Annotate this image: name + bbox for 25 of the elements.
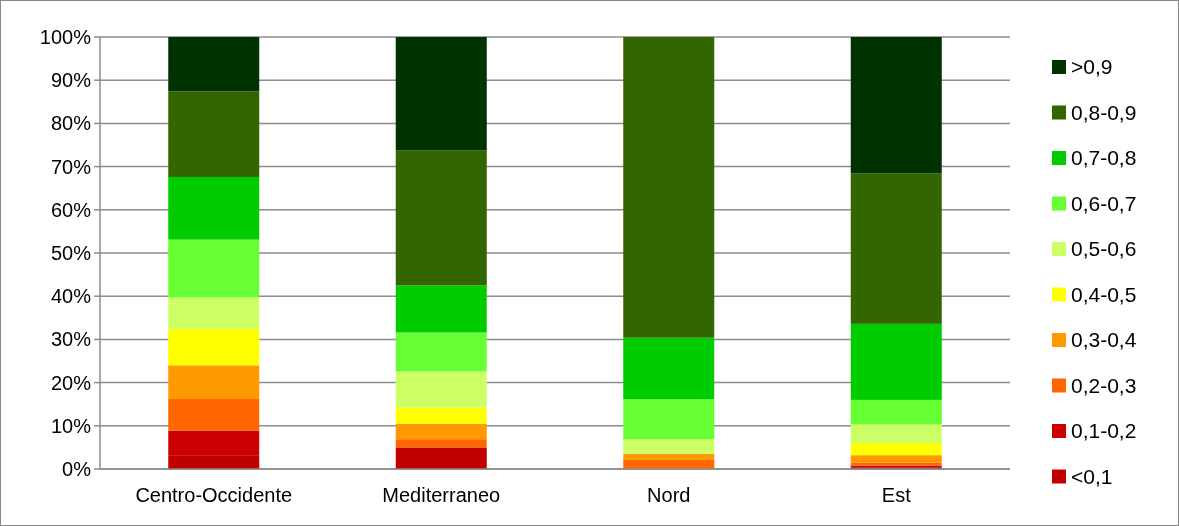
x-tick-label: Centro-Occidente xyxy=(135,484,293,506)
legend-label: 0,6-0,7 xyxy=(1071,191,1137,215)
legend-label: >0,9 xyxy=(1071,55,1113,79)
legend-label: 0,5-0,6 xyxy=(1071,237,1137,261)
y-tick-label: 0% xyxy=(62,458,92,480)
y-tick-label: 50% xyxy=(50,242,92,264)
legend-label: 0,8-0,9 xyxy=(1071,100,1137,124)
x-tick-label: Mediterraneo xyxy=(382,484,501,506)
legend-label: 0,1-0,2 xyxy=(1071,419,1137,443)
legend-label: 0,3-0,4 xyxy=(1071,328,1137,352)
y-tick-label: 90% xyxy=(50,69,92,92)
y-tick-label: 70% xyxy=(50,155,92,178)
legend-label: 0,4-0,5 xyxy=(1071,282,1137,306)
x-tick-label: Est xyxy=(881,484,912,506)
y-tick-label: 60% xyxy=(50,198,92,221)
legend-label: 0,7-0,8 xyxy=(1071,146,1137,170)
y-tick-label: 20% xyxy=(50,371,92,394)
x-tick-label: Nord xyxy=(647,484,691,506)
y-tick-label: 30% xyxy=(50,328,92,351)
y-tick-label: 100% xyxy=(39,26,92,48)
y-tick-label: 80% xyxy=(50,112,92,135)
legend-label: 0,2-0,3 xyxy=(1071,373,1137,397)
legend-label: <0,1 xyxy=(1071,464,1113,488)
y-tick-label: 10% xyxy=(50,414,92,437)
y-tick-label: 40% xyxy=(50,285,92,308)
